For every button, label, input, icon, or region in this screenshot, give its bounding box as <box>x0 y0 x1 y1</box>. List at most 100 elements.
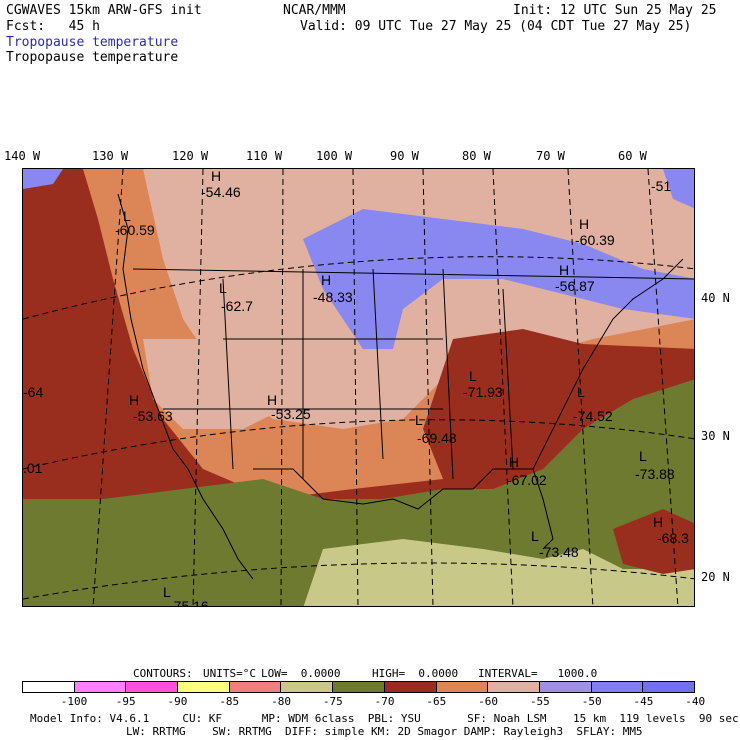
high-label: HIGH= 0.0000 <box>372 667 459 680</box>
lon-label: 100 W <box>316 149 353 163</box>
lat-line <box>23 419 694 470</box>
west-coast <box>117 193 254 580</box>
colorbar-swatch <box>384 682 437 692</box>
map-panel: H -54.46 L -60.59 L -62.7 H -48.33 H -53… <box>22 168 695 607</box>
hl-letter: L <box>163 584 171 600</box>
hl-letter: L <box>577 384 585 400</box>
valid-time: Valid: 09 UTC Tue 27 May 25 (04 CDT Tue … <box>300 19 692 34</box>
hl-value: -48.33 <box>313 289 353 305</box>
colorbar-tick-label: -100 <box>60 695 88 708</box>
colorbar-swatch <box>643 682 694 692</box>
lon-line <box>92 169 124 606</box>
lat-label: 20 N <box>701 570 730 584</box>
hl-value: -53.25 <box>271 406 311 422</box>
colorbar-tick-label: -70 <box>374 695 395 708</box>
colorbar-tick-label: -95 <box>115 695 136 708</box>
state-line <box>372 268 384 460</box>
hl-value: -75.16 <box>169 598 209 607</box>
hl-value: -71.93 <box>463 384 503 400</box>
hl-letter: L <box>469 368 477 384</box>
hl-value: -69.48 <box>417 430 457 446</box>
colorbar-tick-label: -90 <box>167 695 188 708</box>
colorbar-swatch <box>539 682 592 692</box>
org-label: NCAR/MMM <box>283 3 346 18</box>
gulf-coast <box>253 468 554 550</box>
lat-label: 40 N <box>701 291 730 305</box>
colorbar-swatch <box>229 682 282 692</box>
hl-letter: L <box>415 412 423 428</box>
lon-line <box>422 169 434 606</box>
lon-line <box>280 169 284 606</box>
lon-line <box>647 169 679 606</box>
coastlines <box>117 193 694 580</box>
hl-value: -54.46 <box>201 184 241 200</box>
hl-letter: H <box>129 392 139 408</box>
darkred-zone-se <box>613 509 694 574</box>
hl-value: .01 <box>23 460 43 476</box>
colorbar-tick-label: -75 <box>322 695 343 708</box>
colorbar <box>22 681 695 693</box>
hl-value: -51 <box>651 178 671 194</box>
hl-letter: L <box>531 528 539 544</box>
units-label: UNITS=°C <box>203 667 256 680</box>
state-line <box>222 278 234 470</box>
lon-line <box>567 169 594 606</box>
hl-letter: H <box>579 216 589 232</box>
colorbar-tick-label: -85 <box>219 695 240 708</box>
lon-label: 60 W <box>618 149 647 163</box>
lon-label: 110 W <box>246 149 283 163</box>
lat-label: 30 N <box>701 429 730 443</box>
lon-label: 80 W <box>462 149 491 163</box>
darkred-zone-east <box>423 329 694 489</box>
model-physics: LW: RRTMG SW: RRTMG DIFF: simple KM: 2D … <box>126 725 643 738</box>
colorbar-tick-label: -65 <box>426 695 447 708</box>
hl-value: -62.7 <box>221 298 253 314</box>
colorbar-tick-label: -45 <box>633 695 654 708</box>
salmon-zone-west <box>143 339 283 429</box>
low-label: LOW= 0.0000 <box>261 667 341 680</box>
colorbar-swatch <box>74 682 127 692</box>
colorbar-tick-label: -40 <box>685 695 706 708</box>
colorbar-tick-label: -55 <box>529 695 550 708</box>
green-zone <box>23 379 694 606</box>
colorbar-swatch <box>436 682 489 692</box>
lon-label: 90 W <box>390 149 419 163</box>
interval-label: INTERVAL= 1000.0 <box>478 667 598 680</box>
hl-letter: H <box>653 514 663 530</box>
colorbar-swatch <box>23 682 75 692</box>
colorbar-swatch <box>178 682 230 692</box>
lat-line <box>23 562 694 600</box>
border <box>132 268 694 280</box>
colorbar-swatch <box>591 682 644 692</box>
hl-value: -60.39 <box>575 232 615 248</box>
colorbar-swatch <box>488 682 540 692</box>
hl-value: -74.52 <box>573 408 613 424</box>
lon-line <box>352 169 359 606</box>
hl-value: -68.3 <box>657 530 689 546</box>
colorbar-swatch <box>333 682 385 692</box>
hl-value: -60.59 <box>115 222 155 238</box>
lon-label: 70 W <box>536 149 565 163</box>
blue-zone-nw <box>23 169 63 189</box>
colorbar-tick-label: -60 <box>478 695 499 708</box>
lon-line <box>492 169 514 606</box>
colorbar-tick-label: -80 <box>271 695 291 708</box>
colorbar-tick-label: -50 <box>581 695 602 708</box>
hl-letter: H <box>509 454 519 470</box>
model-info: Model Info: V4.6.1 CU: KF MP: WDM 6class… <box>30 712 739 725</box>
hl-value: -64 <box>23 384 43 400</box>
lon-label: 130 W <box>92 149 129 163</box>
east-coast <box>532 258 684 470</box>
state-line <box>502 288 514 470</box>
forecast-hour: Fcst: 45 h <box>6 19 100 34</box>
light-olive-zone <box>303 539 694 606</box>
hl-labels: H -54.46 L -60.59 L -62.7 H -48.33 H -53… <box>23 169 689 607</box>
lat-line <box>23 256 694 320</box>
hl-value: -73.88 <box>635 466 675 482</box>
colorbar-swatch <box>281 682 334 692</box>
field-title-2: Tropopause temperature <box>6 50 179 65</box>
hl-value: -53.63 <box>133 408 173 424</box>
salmon-zone <box>143 169 694 429</box>
field-title-1: Tropopause temperature <box>6 35 179 50</box>
hl-value: -73.48 <box>539 544 579 560</box>
